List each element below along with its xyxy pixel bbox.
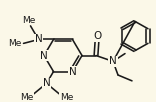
Text: N: N — [109, 56, 117, 66]
Text: O: O — [93, 31, 101, 41]
Text: N: N — [40, 50, 48, 60]
Text: Me: Me — [22, 16, 35, 24]
Text: Me: Me — [60, 93, 73, 101]
Text: Me: Me — [20, 93, 33, 101]
Text: Me: Me — [8, 39, 21, 48]
Text: N: N — [43, 78, 50, 88]
Text: N: N — [69, 67, 76, 77]
Text: N: N — [35, 34, 42, 44]
